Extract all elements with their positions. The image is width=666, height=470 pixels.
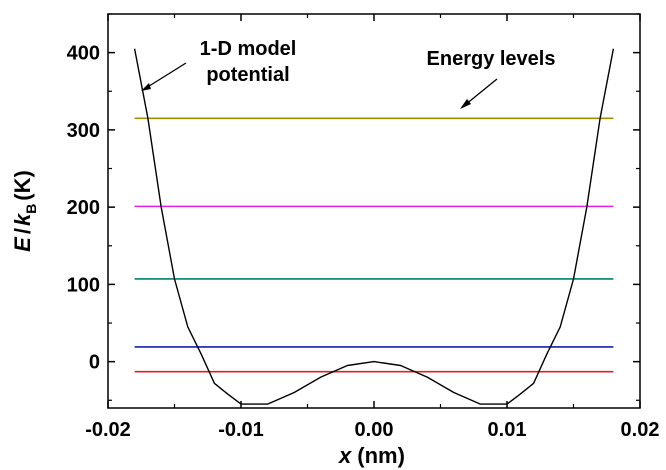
y-tick-label: 200 bbox=[67, 197, 100, 219]
x-axis-unit: (nm) bbox=[357, 443, 405, 468]
annotation-energy-levels-arrow bbox=[464, 78, 498, 106]
y-axis-slash: / bbox=[10, 228, 35, 234]
y-tick-label: 100 bbox=[67, 274, 100, 296]
y-axis-ticks: 0 100 200 300 400 bbox=[67, 13, 640, 401]
annotation-energy-levels-label: Energy levels bbox=[427, 48, 556, 70]
x-tick-label: 0.02 bbox=[621, 419, 660, 441]
x-tick-label: 0.01 bbox=[488, 419, 527, 441]
annotation-potential-line1: 1-D model bbox=[200, 38, 297, 60]
x-axis-title: x (nm) bbox=[338, 443, 405, 468]
potential-curve bbox=[133, 48, 615, 405]
annotation-potential: 1-D model potential bbox=[141, 38, 296, 91]
annotation-potential-arrowhead bbox=[141, 83, 151, 91]
annotation-energy-levels-arrowhead bbox=[460, 99, 471, 109]
x-axis-var: x bbox=[338, 443, 352, 468]
annotation-potential-line2: potential bbox=[206, 64, 289, 86]
y-axis-unit: (K) bbox=[10, 170, 35, 201]
annotation-potential-arrow bbox=[145, 62, 187, 89]
y-axis-var-e: E bbox=[10, 236, 35, 252]
x-tick-label: -0.01 bbox=[218, 419, 264, 441]
y-axis-title: E / kB (K) bbox=[10, 170, 39, 252]
annotation-energy-levels: Energy levels bbox=[427, 48, 556, 109]
y-axis-subscript: B bbox=[23, 204, 39, 214]
x-tick-label: 0.00 bbox=[355, 419, 394, 441]
y-tick-label: 0 bbox=[89, 352, 100, 374]
x-tick-label: -0.02 bbox=[85, 419, 131, 441]
y-tick-label: 400 bbox=[67, 43, 100, 65]
plot-content bbox=[133, 48, 615, 405]
y-tick-label: 300 bbox=[67, 120, 100, 142]
x-axis-ticks: -0.02 -0.01 0.00 0.01 0.02 bbox=[85, 14, 659, 441]
y-axis-var-k: k bbox=[10, 212, 35, 226]
plot-frame bbox=[107, 13, 641, 409]
